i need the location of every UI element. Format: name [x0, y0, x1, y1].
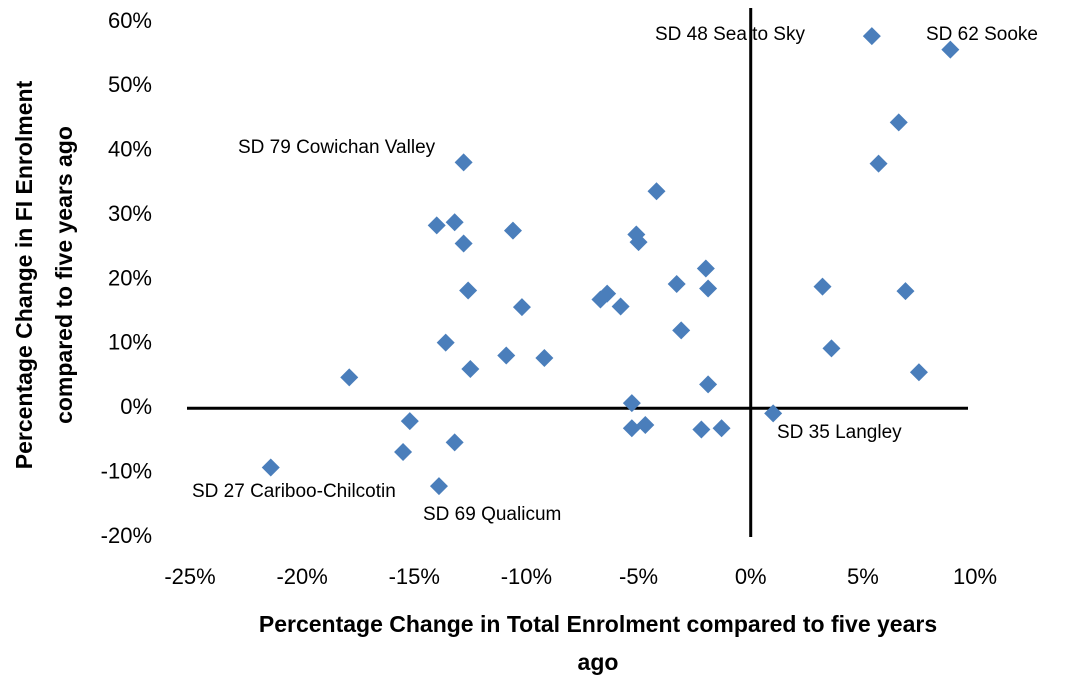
x-tick-label: 5%	[847, 564, 879, 589]
y-tick-label: 10%	[108, 330, 152, 355]
point	[712, 419, 731, 438]
point	[941, 40, 960, 59]
point	[454, 234, 473, 253]
annotation: SD 79 Cowichan Valley	[238, 137, 436, 158]
annotation: SD 62 Sooke	[926, 24, 1038, 45]
point	[427, 216, 446, 235]
point	[692, 420, 711, 439]
y-tick-label: 30%	[108, 201, 152, 226]
x-tick-label: -5%	[619, 564, 658, 589]
y-tick-label: 20%	[108, 265, 152, 290]
point	[611, 297, 630, 316]
point	[394, 443, 413, 462]
point	[261, 458, 280, 477]
point	[340, 368, 359, 387]
x-tick-label: -20%	[276, 564, 327, 589]
y-axis-title: Percentage Change in FI Enrolment compare…	[11, 80, 77, 469]
y-tick-label: -20%	[101, 523, 152, 548]
point	[598, 284, 617, 303]
point	[497, 346, 516, 365]
x-tick-label: 10%	[953, 564, 997, 589]
point	[699, 375, 718, 394]
y-tick-label: -10%	[101, 458, 152, 483]
point	[459, 281, 478, 300]
point	[636, 415, 655, 434]
point	[629, 233, 648, 252]
point	[436, 333, 455, 352]
point	[445, 433, 464, 452]
point	[400, 412, 419, 431]
point	[764, 404, 783, 423]
y-axis-title: compared to five years ago	[51, 126, 77, 424]
point	[503, 221, 522, 240]
point	[862, 27, 881, 46]
point	[672, 321, 691, 340]
x-tick-label: -10%	[501, 564, 552, 589]
y-axis-title: Percentage Change in FI Enrolment	[11, 80, 37, 469]
y-tick-label: 60%	[108, 8, 152, 33]
point	[896, 282, 915, 301]
point	[454, 153, 473, 172]
x-tick-label: 0%	[735, 564, 767, 589]
x-tick-label: -15%	[389, 564, 440, 589]
point	[696, 259, 715, 278]
annotation: SD 69 Qualicum	[423, 504, 561, 525]
annotation: SD 35 Langley	[777, 422, 902, 443]
point	[909, 363, 928, 382]
point	[461, 359, 480, 378]
annotation: SD 48 Sea to Sky	[655, 24, 805, 45]
point	[667, 275, 686, 294]
point	[699, 279, 718, 298]
x-axis-title: ago	[578, 649, 619, 675]
point	[822, 339, 841, 358]
x-tick-label: -25%	[164, 564, 215, 589]
point	[889, 113, 908, 132]
y-tick-label: 0%	[120, 394, 152, 419]
y-tick-label: 40%	[108, 137, 152, 162]
x-axis-title: Percentage Change in Total Enrolment com…	[259, 611, 937, 637]
point	[429, 477, 448, 496]
point	[622, 419, 641, 438]
point	[445, 213, 464, 232]
point	[622, 394, 641, 413]
point	[535, 349, 554, 368]
annotation: SD 27 Cariboo-Chilcotin	[192, 481, 396, 502]
point	[869, 154, 888, 173]
y-tick-label: 50%	[108, 72, 152, 97]
point	[813, 277, 832, 296]
point	[512, 298, 531, 317]
point	[647, 182, 666, 201]
